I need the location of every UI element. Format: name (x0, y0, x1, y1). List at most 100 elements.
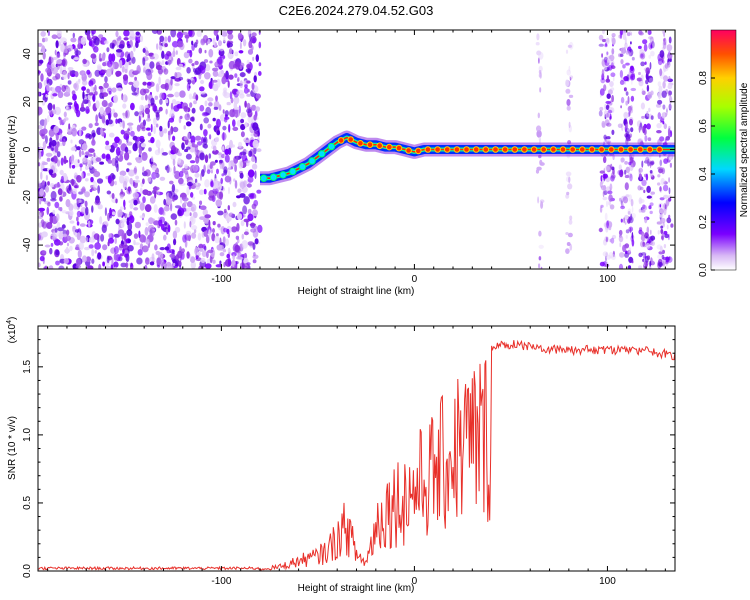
noise-blob (251, 156, 256, 162)
noise-blob (91, 30, 96, 35)
noise-blob (145, 238, 150, 245)
signal-point (318, 150, 326, 158)
burst-blob (658, 262, 663, 267)
noise-blob (190, 261, 196, 269)
noise-blob (95, 114, 99, 123)
burst-blob (602, 190, 605, 198)
burst-blob (664, 204, 667, 210)
noise-blob (129, 215, 135, 224)
burst-blob (645, 67, 651, 75)
noise-blob (108, 233, 112, 238)
noise-blob (181, 248, 186, 253)
noise-blob (88, 100, 91, 108)
noise-blob (252, 209, 258, 217)
colorbar-tick-label: 0.2 (698, 215, 709, 229)
noise-blob (115, 155, 119, 164)
noise-blob (134, 221, 141, 229)
burst-blob (566, 99, 571, 106)
noise-blob (55, 85, 62, 93)
noise-blob (69, 220, 75, 224)
noise-blob (81, 126, 87, 131)
noise-blob (139, 202, 145, 211)
burst-blob (649, 36, 654, 44)
burst-blob (649, 210, 653, 215)
noise-blob (194, 178, 198, 184)
noise-blob (222, 132, 225, 141)
noise-blob (221, 76, 227, 85)
burst-blob (645, 173, 649, 181)
burst-blob (606, 200, 608, 207)
burst-blob (565, 79, 569, 87)
noise-blob (158, 76, 161, 85)
noise-blob (55, 73, 61, 80)
burst-blob (540, 201, 544, 209)
noise-blob (253, 194, 257, 199)
noise-blob (82, 58, 87, 65)
noise-blob (201, 136, 205, 144)
burst-blob (642, 125, 646, 134)
burst-blob (610, 237, 615, 244)
noise-blob (234, 73, 238, 78)
noise-blob (196, 30, 202, 37)
noise-blob (124, 253, 128, 258)
noise-blob (232, 254, 236, 261)
noise-blob (38, 183, 43, 188)
noise-blob (203, 138, 207, 143)
noise-blob (204, 72, 211, 80)
noise-blob (101, 153, 106, 159)
noise-blob (76, 175, 82, 183)
noise-blob (219, 252, 225, 257)
noise-blob (41, 100, 46, 106)
noise-blob (219, 260, 222, 265)
burst-blob (565, 194, 570, 199)
burst-blob (568, 219, 573, 225)
noise-blob (44, 135, 48, 144)
noise-blob (149, 228, 155, 237)
noise-blob (252, 139, 259, 149)
burst-blob (599, 261, 606, 267)
noise-blob (67, 44, 74, 52)
burst-blob (606, 75, 610, 82)
noise-blob (78, 78, 81, 83)
noise-blob (159, 247, 166, 251)
noise-blob (191, 232, 197, 239)
noise-blob (58, 265, 65, 269)
noise-blob (151, 30, 159, 34)
noise-blob (75, 258, 81, 267)
burst-blob (608, 64, 613, 71)
noise-blob (237, 78, 240, 83)
signal-point (656, 146, 663, 153)
noise-blob (118, 243, 124, 249)
noise-blob (208, 102, 213, 107)
burst-blob (625, 100, 628, 106)
noise-blob (127, 128, 130, 132)
burst-blob (629, 66, 635, 74)
noise-blob (48, 265, 54, 269)
burst-blob (630, 127, 634, 133)
burst-blob (569, 243, 573, 251)
burst-blob (643, 189, 646, 194)
noise-blob (88, 92, 94, 96)
burst-blob (603, 173, 606, 182)
noise-blob (191, 107, 196, 114)
noise-blob (76, 199, 80, 204)
noise-blob (144, 204, 152, 213)
noise-blob (138, 146, 142, 155)
burst-blob (659, 186, 662, 192)
noise-blob (88, 80, 94, 87)
burst-blob (659, 136, 665, 142)
noise-blob (222, 109, 225, 114)
noise-blob (234, 106, 240, 110)
y-tick-label: 40 (22, 48, 33, 60)
noise-blob (220, 177, 223, 184)
noise-blob (146, 81, 152, 86)
noise-blob (95, 157, 102, 162)
noise-blob (121, 66, 125, 73)
burst-blob (605, 37, 610, 45)
noise-blob (122, 94, 128, 103)
noise-blob (164, 36, 168, 42)
burst-blob (565, 49, 569, 54)
burst-blob (609, 183, 613, 191)
burst-blob (611, 234, 617, 240)
noise-blob (215, 95, 218, 102)
